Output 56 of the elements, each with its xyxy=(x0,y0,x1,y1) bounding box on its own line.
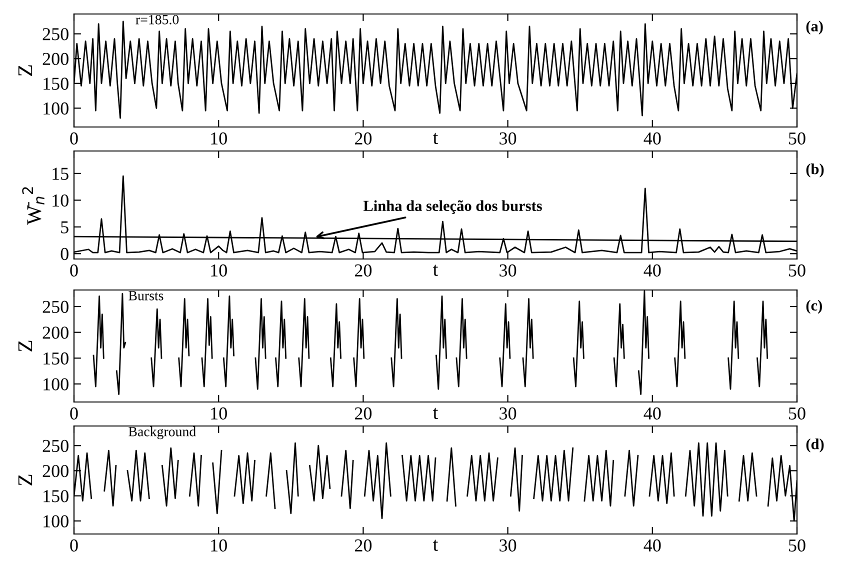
y-tick-label: 100 xyxy=(44,378,68,390)
y-tick-label: 150 xyxy=(44,352,68,365)
annotation: Bursts xyxy=(128,291,164,300)
x-tick-label: 50 xyxy=(789,539,806,552)
x-tick-label: 20 xyxy=(354,264,372,277)
y-axis-title: Z xyxy=(18,340,32,352)
text: (d) xyxy=(806,438,824,452)
y-tick-label: 250 xyxy=(42,300,68,313)
x-tick-label: 0 xyxy=(70,264,78,277)
y-tick-label: 200 xyxy=(42,326,68,339)
x-tick-label: 30 xyxy=(500,132,516,145)
y-tick-label: 150 xyxy=(44,78,68,90)
x-tick-label: 20 xyxy=(354,539,372,552)
x-tick-label: 0 xyxy=(70,407,78,420)
x-axis-title: t xyxy=(432,132,438,144)
y-axis-title: Z xyxy=(18,474,32,486)
x-tick-label: 40 xyxy=(644,132,661,145)
x-tick-label: 40 xyxy=(644,407,661,420)
x-tick-label: 20 xyxy=(354,407,372,420)
x-axis-title: t xyxy=(432,264,438,276)
x-axis-title: t xyxy=(432,540,438,551)
y-tick-label: 150 xyxy=(44,490,68,502)
y-axis-title: W̄$_{n}$$^{2}$ xyxy=(22,187,44,225)
annotation: Linha da seleção dos bursts xyxy=(363,200,542,214)
x-tick-label: 40 xyxy=(644,539,661,552)
y-tick-label: 200 xyxy=(42,464,68,478)
x-tick-label: 50 xyxy=(789,132,806,145)
x-tick-label: 10 xyxy=(211,264,227,277)
y-tick-label: 200 xyxy=(42,52,68,66)
y-tick-label: 0 xyxy=(60,248,68,260)
x-axis-title: t xyxy=(432,408,438,420)
y-tick-label: 100 xyxy=(44,515,68,528)
x-tick-label: 10 xyxy=(211,132,227,145)
text: (a) xyxy=(806,20,823,34)
text: (b) xyxy=(806,164,824,178)
annotation: r=185.0 xyxy=(136,14,179,24)
x-tick-label: 20 xyxy=(354,132,372,145)
y-tick-label: 5 xyxy=(61,221,68,234)
y-tick-label: 100 xyxy=(44,102,68,115)
x-tick-label: 30 xyxy=(500,539,516,552)
x-tick-label: 50 xyxy=(789,407,806,420)
x-tick-label: 10 xyxy=(211,407,227,420)
annotation: Background xyxy=(128,426,196,440)
x-tick-label: 10 xyxy=(211,539,227,552)
x-tick-label: 0 xyxy=(70,132,78,145)
y-tick-label: 250 xyxy=(42,440,68,452)
x-tick-label: 30 xyxy=(500,407,516,420)
y-tick-label: 10 xyxy=(52,194,68,207)
y-axis-title: Z xyxy=(18,65,32,76)
x-tick-label: 30 xyxy=(500,264,516,277)
x-tick-label: 0 xyxy=(70,539,78,552)
text: (c) xyxy=(806,300,822,314)
y-tick-label: 15 xyxy=(52,168,68,180)
x-tick-label: 50 xyxy=(789,264,806,277)
x-tick-label: 40 xyxy=(644,264,661,277)
y-tick-label: 250 xyxy=(42,28,68,40)
